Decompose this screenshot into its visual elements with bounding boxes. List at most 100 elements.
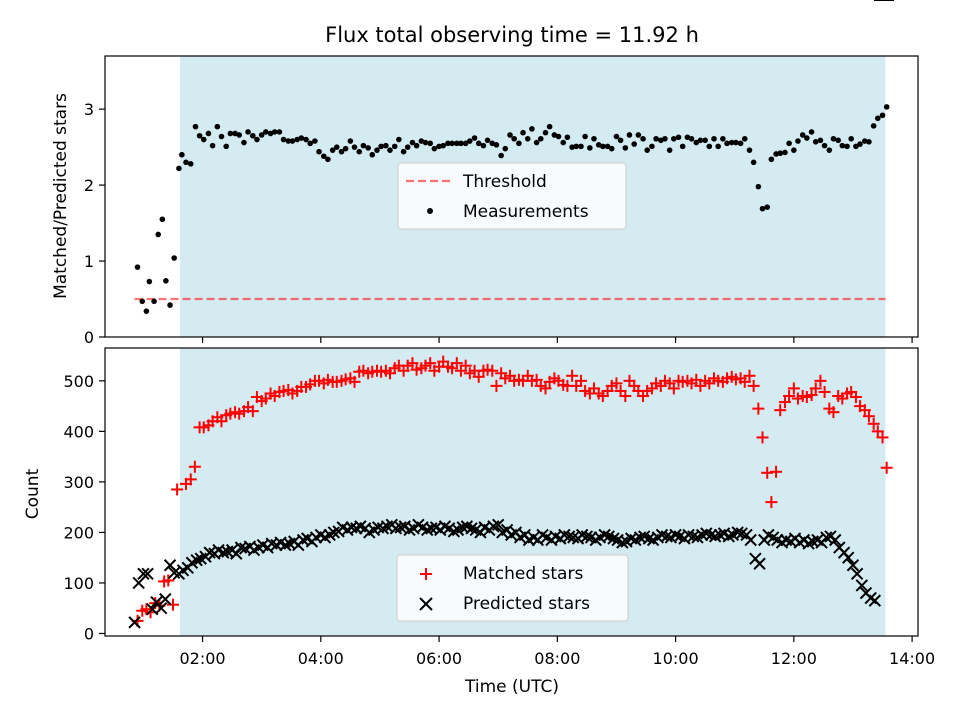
matched-point: [450, 357, 463, 370]
matched-point: [814, 374, 827, 387]
matched-point: [867, 417, 880, 430]
matched-point: [774, 404, 787, 417]
predicted-point: [607, 532, 620, 545]
x-axis-label: Time (UTC): [464, 677, 559, 697]
legend-predicted-swatch: [419, 597, 433, 611]
matched-point: [849, 391, 862, 404]
measurement-point: [600, 143, 606, 150]
measurement-point: [866, 139, 872, 145]
matched-point: [574, 374, 587, 387]
measurement-point: [591, 135, 597, 142]
predicted-point: [403, 523, 416, 537]
measurement-point: [808, 129, 815, 135]
matched-point: [805, 388, 818, 401]
measurement-point: [817, 137, 824, 144]
measurement-point: [582, 133, 588, 140]
measurement-point: [409, 139, 416, 146]
matched-point: [171, 483, 184, 496]
x-tick-label: 08:00: [534, 649, 580, 668]
measurement-point: [378, 143, 384, 150]
measurement-point: [475, 140, 482, 147]
measurement-point: [546, 123, 553, 130]
measurement-point: [329, 147, 336, 153]
predicted-point: [829, 533, 842, 547]
matched-point: [667, 382, 680, 395]
measurement-point: [835, 137, 841, 144]
measurement-point: [821, 142, 828, 149]
matched-point: [184, 473, 197, 486]
measurement-point: [431, 145, 438, 152]
predicted-point: [203, 546, 216, 559]
measurement-point: [883, 104, 890, 110]
matched-point: [783, 390, 796, 402]
measurement-point: [697, 137, 704, 144]
measurement-point: [741, 135, 748, 142]
measurement-point: [289, 138, 296, 144]
predicted-point: [580, 530, 594, 543]
predicted-point: [128, 616, 141, 629]
measurement-point: [263, 129, 269, 135]
y-tick-label: 200: [63, 523, 94, 542]
matched-point: [472, 370, 485, 383]
bottom-panel: 0 100 200 300 400 500 02:00 04:00 06:00 08:00 10:0…: [23, 0, 935, 697]
predicted-point: [567, 531, 580, 544]
measurement-point: [365, 145, 371, 151]
measurement-point: [325, 156, 331, 163]
measurement-point: [830, 135, 837, 142]
x-tick-label: 10:00: [653, 649, 699, 668]
measurement-point: [791, 147, 797, 153]
measurement-point: [134, 264, 141, 270]
measurement-point: [507, 132, 513, 138]
measurement-point: [333, 144, 340, 150]
measurement-point: [218, 133, 225, 140]
measurement-point: [617, 137, 624, 144]
y-tick-label: 2: [84, 176, 94, 195]
top-marks: [134, 104, 890, 314]
matched-point: [690, 373, 703, 386]
measurement-point: [533, 139, 540, 146]
measurement-point: [870, 123, 877, 129]
measurement-point: [502, 145, 509, 152]
x-tick-label: 06:00: [416, 649, 462, 668]
predicted-point: [137, 567, 150, 581]
measurement-point: [445, 140, 451, 147]
matched-point: [486, 364, 499, 377]
measurement-point: [236, 132, 243, 138]
measurement-point: [462, 140, 469, 147]
measurement-point: [520, 129, 526, 136]
measurement-point: [163, 278, 169, 284]
predicted-point: [704, 528, 718, 542]
y-tick-label: 3: [84, 100, 94, 119]
measurement-point: [631, 141, 637, 147]
measurement-point: [640, 135, 646, 142]
predicted-point: [695, 528, 709, 542]
measurement-point: [285, 138, 292, 144]
measurement-point: [812, 139, 819, 145]
measurement-point: [857, 141, 863, 147]
x-tick-label: 12:00: [771, 649, 817, 668]
matched-point: [809, 382, 822, 395]
measurement-point: [795, 138, 801, 144]
measurement-point: [151, 298, 157, 305]
measurement-point: [167, 302, 173, 308]
measurement-point: [626, 132, 633, 138]
measurement-point: [777, 150, 784, 157]
measurement-point: [320, 153, 327, 160]
measurement-point: [728, 139, 735, 146]
measurement-point: [853, 143, 859, 150]
measurement-point: [662, 135, 668, 142]
matched-point: [530, 373, 543, 386]
measurement-point: [471, 135, 478, 141]
measurement-point: [171, 255, 177, 261]
top-y-label: Matched/Predicted stars: [51, 93, 71, 299]
x-tick-label: 14:00: [889, 649, 935, 668]
measurement-point: [839, 142, 846, 149]
matched-point: [743, 369, 756, 382]
measurement-point: [422, 139, 429, 146]
measurement-point: [413, 142, 420, 149]
measurement-point: [671, 135, 677, 142]
measurement-point: [183, 159, 189, 166]
measurement-point: [396, 136, 402, 143]
measurement-point: [879, 112, 886, 119]
predicted-point: [855, 579, 869, 592]
